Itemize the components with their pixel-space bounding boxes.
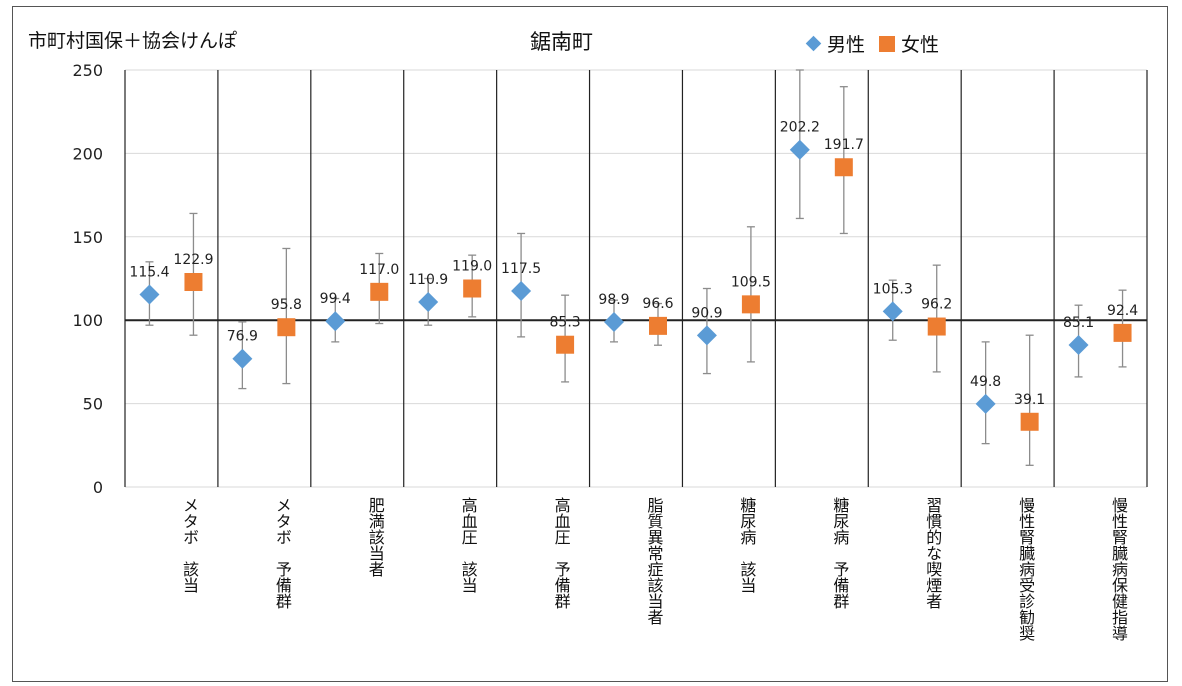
female-point [1020, 412, 1039, 431]
female-value-label: 122.9 [173, 252, 213, 268]
male-point [975, 393, 996, 414]
female-point [834, 158, 853, 177]
category-label: 高血圧 予備群 [552, 497, 571, 609]
y-tick-label: 250 [72, 61, 103, 80]
female-value-label: 96.6 [642, 296, 673, 312]
female-point [277, 318, 296, 337]
legend-square-marker [879, 35, 896, 52]
female-value-label: 119.0 [452, 259, 492, 275]
y-tick-label: 100 [72, 311, 103, 330]
male-point [604, 312, 624, 333]
female-value-label: 109.5 [731, 274, 771, 290]
female-point [741, 295, 760, 314]
category-label: 習慣的な喫煙者 [923, 497, 942, 609]
male-point [789, 139, 810, 160]
female-point [927, 317, 946, 336]
female-point [463, 279, 482, 298]
category-label: メタボ 該当 [180, 497, 199, 593]
male-value-label: 76.9 [227, 329, 258, 345]
category-label: 脂質異常症該当者 [645, 497, 664, 625]
category-label: 糖尿病 予備群 [830, 497, 849, 609]
male-point [418, 292, 439, 313]
female-point [370, 282, 389, 301]
y-tick-label: 200 [72, 144, 103, 163]
category-label: 慢性腎臓病受診勧奨 [1016, 497, 1035, 641]
y-tick-label: 150 [72, 228, 103, 247]
category-label: 肥満該当者 [366, 497, 385, 577]
female-value-label: 95.8 [271, 297, 302, 313]
male-point [882, 301, 903, 322]
male-value-label: 202.2 [780, 120, 820, 136]
chart-title: 鋸南町 [530, 30, 593, 54]
female-value-label: 39.1 [1014, 392, 1045, 408]
legend-label-female: 女性 [901, 34, 940, 56]
population-label: 市町村国保＋協会けんぽ [28, 30, 238, 52]
male-point [139, 284, 160, 305]
female-point [649, 316, 667, 335]
male-point [1068, 335, 1089, 356]
female-point [184, 273, 203, 292]
category-label: メタボ 予備群 [273, 497, 292, 609]
legend-item-female: 女性 [879, 30, 939, 57]
category-label: 高血圧 該当 [459, 497, 478, 593]
female-value-label: 96.2 [921, 297, 952, 313]
male-point [511, 281, 532, 302]
female-value-label: 191.7 [824, 137, 864, 153]
male-value-label: 117.5 [501, 261, 541, 277]
male-value-label: 49.8 [970, 374, 1001, 390]
female-value-label: 117.0 [359, 262, 399, 278]
legend: 男性 女性 [805, 30, 953, 57]
y-tick-label: 0 [93, 478, 103, 497]
male-value-label: 98.9 [598, 292, 629, 308]
male-value-label: 105.3 [873, 281, 913, 297]
male-value-label: 90.9 [691, 305, 722, 321]
male-point [232, 348, 253, 369]
male-value-label: 99.4 [320, 291, 351, 307]
male-value-label: 110.9 [408, 272, 448, 288]
female-value-label: 85.3 [550, 315, 581, 331]
female-point [1113, 323, 1132, 342]
category-label: 糖尿病 該当 [737, 497, 756, 593]
male-point [696, 325, 717, 346]
male-point [325, 311, 346, 332]
y-tick-label: 50 [83, 395, 103, 414]
female-value-label: 92.4 [1107, 303, 1138, 319]
female-point [556, 335, 575, 354]
male-value-label: 85.1 [1063, 315, 1094, 331]
legend-label-male: 男性 [827, 34, 866, 56]
male-value-label: 115.4 [129, 265, 169, 281]
legend-item-male: 男性 [805, 30, 866, 57]
category-label: 慢性腎臓病保健指導 [1109, 497, 1128, 641]
